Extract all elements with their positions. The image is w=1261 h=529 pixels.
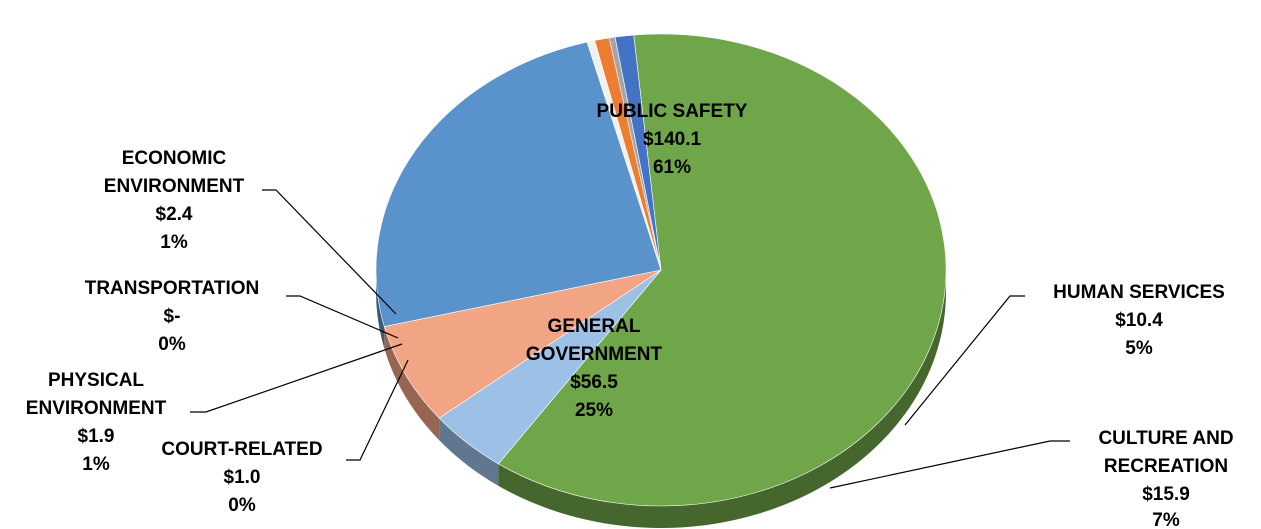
label-transportation-percent: 0% xyxy=(158,334,186,355)
label-physical-environment-percent: 1% xyxy=(82,454,110,475)
leader-court-related xyxy=(346,359,409,461)
label-culture-and-recreation: CULTURE AND RECREATION $15.9 7% xyxy=(1098,428,1233,529)
label-general-government-line1: GENERAL xyxy=(548,316,641,337)
leader-transportation xyxy=(286,295,399,339)
label-public-safety-name: PUBLIC SAFETY xyxy=(597,101,748,122)
label-physical-environment: PHYSICAL ENVIRONMENT $1.9 1% xyxy=(26,370,167,475)
label-general-government-percent: 25% xyxy=(575,400,613,421)
label-culture-name-line2: RECREATION xyxy=(1104,456,1228,477)
label-transportation: TRANSPORTATION $- 0% xyxy=(85,278,260,355)
label-court-related-name: COURT-RELATED xyxy=(161,439,322,460)
label-economic-environment-line2: ENVIRONMENT xyxy=(104,176,245,197)
label-economic-environment-value: $2.4 xyxy=(156,204,193,225)
pie-slice-culture-and-recreation xyxy=(383,269,662,419)
label-public-safety: PUBLIC SAFETY $140.1 61% xyxy=(597,101,748,178)
label-transportation-value: $- xyxy=(164,306,181,327)
leader-culture-and-recreation xyxy=(829,440,1070,489)
label-court-related: COURT-RELATED $1.0 0% xyxy=(161,439,322,516)
label-economic-environment-line1: ECONOMIC xyxy=(122,148,227,169)
label-public-safety-value: $140.1 xyxy=(643,129,702,150)
label-physical-environment-value: $1.9 xyxy=(78,426,115,447)
label-physical-environment-line2: ENVIRONMENT xyxy=(26,398,167,419)
pie-slice-economic-environment xyxy=(614,34,662,271)
label-human-services-value: $10.4 xyxy=(1115,310,1163,331)
label-physical-environment-line1: PHYSICAL xyxy=(48,370,144,391)
label-economic-environment-percent: 1% xyxy=(160,232,188,253)
label-court-related-value: $1.0 xyxy=(224,467,261,488)
pie-slice-general-government xyxy=(375,41,662,327)
label-public-safety-percent: 61% xyxy=(653,157,691,178)
leader-lines xyxy=(190,189,1070,489)
label-court-related-percent: 0% xyxy=(228,495,256,516)
pie-sides xyxy=(376,270,946,528)
pie-slice-public-safety xyxy=(497,33,947,507)
label-transportation-name: TRANSPORTATION xyxy=(85,278,260,299)
leader-physical-environment xyxy=(190,343,403,413)
pie-side-public-safety xyxy=(498,270,946,528)
label-general-government-line2: GOVERNMENT xyxy=(526,344,663,365)
leader-human-services xyxy=(904,295,1025,426)
pie-side-human-services xyxy=(439,418,499,486)
label-human-services: HUMAN SERVICES $10.4 5% xyxy=(1053,282,1225,359)
label-general-government: GENERAL GOVERNMENT $56.5 25% xyxy=(526,316,663,421)
label-human-services-percent: 5% xyxy=(1125,338,1153,359)
pie-slices xyxy=(375,33,947,507)
label-economic-environment: ECONOMIC ENVIRONMENT $2.4 1% xyxy=(104,148,245,253)
leader-economic-environment xyxy=(262,189,397,315)
label-culture-value: $15.9 xyxy=(1142,484,1190,505)
label-human-services-name: HUMAN SERVICES xyxy=(1053,282,1225,303)
label-culture-name-line1: CULTURE AND xyxy=(1098,428,1233,449)
pie-side-culture-and-recreation xyxy=(384,326,440,441)
pie-side-general-government xyxy=(376,270,385,349)
label-general-government-value: $56.5 xyxy=(570,372,618,393)
label-culture-percent: 7% xyxy=(1152,510,1180,529)
